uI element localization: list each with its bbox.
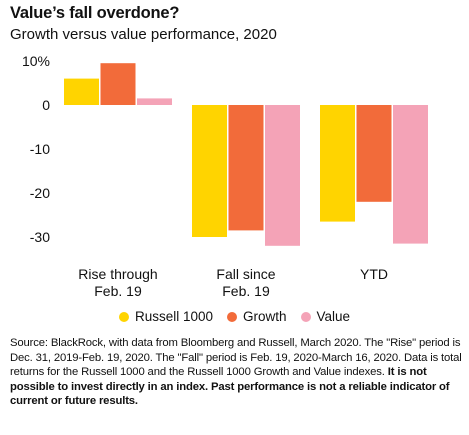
footnote-text: Source: BlackRock, with data from Bloomb… [10,337,462,378]
legend-swatch-growth [227,311,237,322]
category-label-0-line-0: Rise through [78,266,157,282]
y-tick-label-2: -10 [30,141,50,157]
y-tick-label-1: 0 [42,97,50,113]
legend-swatch-value [300,311,311,322]
bar-value-1 [265,105,300,246]
category-label-2-line-0: YTD [360,266,388,282]
legend-swatch-russell-1000 [118,311,129,322]
legend-item-growth: Growth [227,309,287,324]
legend-label-value: Value [316,309,351,324]
category-label-1-line-0: Fall since [216,266,275,282]
chart-subtitle: Growth versus value performance, 2020 [10,26,277,43]
bar-growth-1 [228,105,264,231]
legend-item-value: Value [300,309,351,324]
bar-russell-1000-1 [192,105,227,237]
bar-value-2 [393,105,428,244]
bar-growth-2 [356,105,392,202]
source-footnote: Source: BlackRock, with data from Bloomb… [10,336,462,409]
category-label-0-line-1: Feb. 19 [94,283,142,299]
footnote-disclaimer: It is not possible to invest directly in… [10,366,450,407]
legend-item-russell-1000: Russell 1000 [118,309,213,324]
chart-title: Value’s fall overdone? [10,4,180,22]
bar-growth-0 [100,63,136,105]
chart-legend: Russell 1000 Growth Value [0,309,469,324]
bar-russell-1000-2 [320,105,355,222]
y-tick-label-3: -20 [30,185,50,201]
bar-value-0 [137,98,172,105]
legend-label-russell-1000: Russell 1000 [134,309,213,324]
category-label-1-line-1: Feb. 19 [222,283,270,299]
y-tick-label-0: 10% [22,53,50,69]
y-tick-label-4: -30 [30,229,50,245]
bar-russell-1000-0 [64,78,99,105]
legend-label-growth: Growth [243,309,287,324]
